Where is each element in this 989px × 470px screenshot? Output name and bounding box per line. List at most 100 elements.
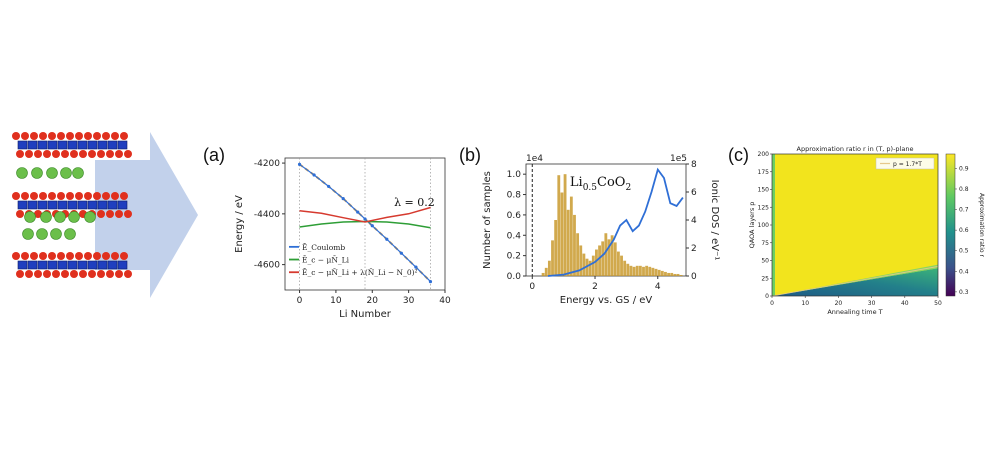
oxygen-atom (93, 252, 101, 260)
cobalt-octahedron (87, 200, 98, 210)
colorbar-tick-label: 0.3 (959, 289, 969, 296)
oxygen-atom (106, 270, 114, 278)
cobalt-octahedron (87, 140, 98, 150)
oxygen-atom (30, 192, 38, 200)
cobalt-octahedron (97, 140, 108, 150)
histogram-bar (626, 263, 630, 276)
x-tick-label: 50 (934, 300, 942, 307)
histogram-bar (623, 260, 627, 276)
data-point (385, 237, 389, 241)
data-point (312, 173, 316, 177)
oxygen-atom (21, 192, 29, 200)
oxygen-atom (21, 132, 29, 140)
y-tick-label: 150 (758, 187, 770, 194)
cobalt-octahedron (27, 200, 38, 210)
cobalt-octahedron (27, 140, 38, 150)
histogram-bar (642, 266, 645, 276)
data-point (327, 184, 331, 189)
y-tick-label: -4200 (254, 159, 280, 169)
cobalt-octahedron (67, 200, 78, 210)
histogram-bar (563, 174, 567, 276)
oxygen-atom (52, 150, 60, 158)
oxygen-atom (84, 132, 92, 140)
oxygen-atom (120, 252, 128, 260)
y-axis-label: Energy / eV (234, 195, 245, 253)
oxygen-atom (120, 132, 128, 140)
oxygen-atom (57, 252, 65, 260)
histogram-bar (598, 245, 601, 276)
oxygen-atom (39, 252, 47, 260)
histogram-bar (632, 266, 636, 276)
cobalt-octahedron (57, 140, 68, 150)
cobalt-octahedron (27, 260, 38, 270)
x-tick-label: 0 (529, 282, 535, 292)
histogram-bar (616, 251, 620, 276)
x-tick-label: 0 (297, 296, 303, 306)
oxygen-atom (75, 192, 83, 200)
histogram-bar (645, 265, 649, 276)
boundary-line (771, 266, 939, 297)
cobalt-octahedron (77, 260, 88, 270)
histogram-bar (547, 260, 551, 276)
panel-label-a: (a) (203, 145, 225, 165)
cobalt-octahedron (17, 200, 28, 210)
oxygen-atom (30, 132, 38, 140)
colorbar-tick-label: 0.7 (959, 207, 969, 214)
cobalt-octahedron (67, 140, 78, 150)
lithium-atom (40, 211, 52, 223)
oxygen-atom (12, 132, 20, 140)
x-tick-label: 10 (801, 300, 809, 307)
oxygen-atom (124, 210, 132, 218)
lithium-atom (22, 228, 34, 240)
oxygen-atom (93, 192, 101, 200)
oxygen-atom (102, 192, 110, 200)
histogram-bar (679, 274, 683, 276)
colorbar-tick-label: 0.6 (959, 227, 969, 234)
histogram-bar (673, 273, 677, 276)
chart-c-svg: Approximation ratio r in (T, p)-plane p =… (748, 145, 985, 316)
histogram-bar (591, 255, 595, 276)
x-tick-label: 0 (770, 300, 774, 307)
lithium-atom (84, 211, 96, 223)
oxygen-atom (93, 132, 101, 140)
y-left-tick-label: 0.2 (507, 252, 521, 262)
histogram-bar (613, 242, 617, 276)
y-axis-label: QAOA layers p (748, 202, 756, 249)
histogram-bar (566, 209, 570, 276)
oxygen-atom (97, 150, 105, 158)
oxygen-atom (25, 270, 33, 278)
right-exponent: 1e5 (670, 154, 687, 164)
x-tick-label: 30 (403, 296, 415, 306)
oxygen-atom (39, 132, 47, 140)
series-line-red (299, 206, 431, 223)
oxygen-atom (124, 270, 132, 278)
oxygen-atom (43, 270, 51, 278)
oxygen-atom (79, 270, 87, 278)
histogram-bar (595, 249, 598, 276)
oxygen-atom (57, 192, 65, 200)
x-tick-label: 4 (655, 282, 661, 292)
left-exponent: 1e4 (526, 154, 543, 164)
cobalt-octahedron (67, 260, 78, 270)
panel-label-b: (b) (459, 145, 481, 165)
oxygen-atom (66, 192, 74, 200)
x-axis-label: Energy vs. GS / eV (560, 295, 653, 306)
cobalt-octahedron (37, 140, 48, 150)
cobalt-octahedron (117, 140, 128, 150)
y-left-tick-label: 0.4 (507, 231, 522, 241)
lithium-atom (50, 228, 62, 240)
lithium-atom (54, 211, 66, 223)
cobalt-octahedron (17, 260, 28, 270)
y-left-tick-label: 0.0 (507, 272, 522, 282)
data-point (297, 162, 302, 166)
oxygen-atom (61, 150, 69, 158)
histogram-bar (657, 269, 661, 276)
chart-b-title: Li0.5CoO2 (570, 175, 631, 193)
y-left-tick-label: 0.6 (507, 211, 522, 221)
histogram-bar (576, 233, 580, 276)
low-ratio-region (772, 268, 938, 296)
data-point (414, 265, 418, 269)
y-tick-label: 25 (761, 275, 769, 282)
oxygen-atom (115, 150, 123, 158)
data-point (356, 210, 360, 214)
